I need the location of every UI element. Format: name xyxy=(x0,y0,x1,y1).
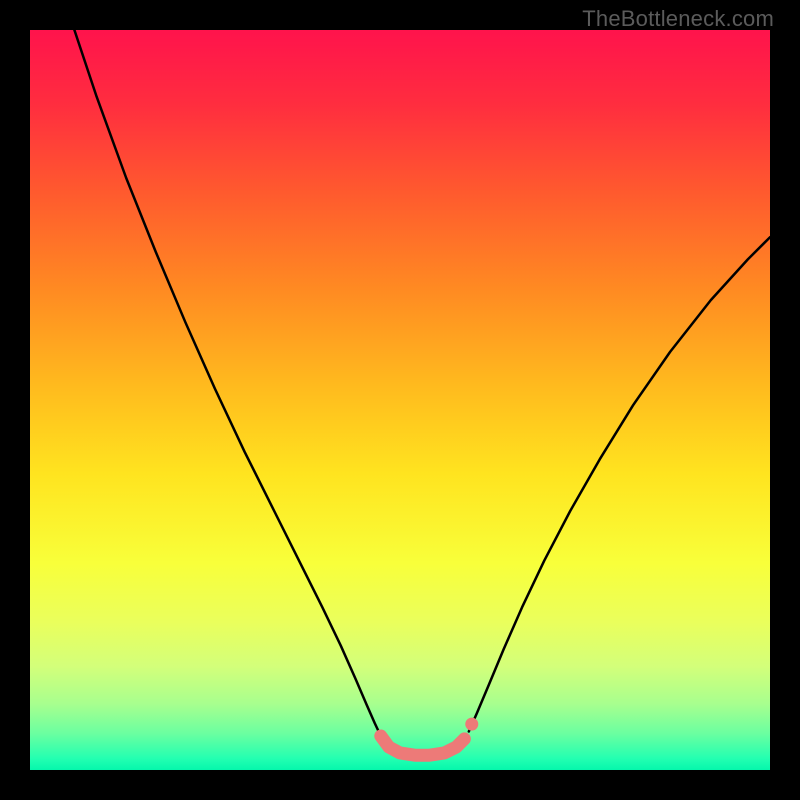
curve-left-path xyxy=(74,30,380,736)
bottom-highlight-path xyxy=(381,736,465,755)
watermark-text: TheBottleneck.com xyxy=(582,6,774,32)
curve-group xyxy=(74,30,770,755)
curve-right-path xyxy=(469,237,770,731)
chart-stage: TheBottleneck.com xyxy=(0,0,800,800)
highlight-gap-dot xyxy=(465,718,478,731)
curve-chart-svg xyxy=(30,30,770,770)
plot-area xyxy=(30,30,770,770)
